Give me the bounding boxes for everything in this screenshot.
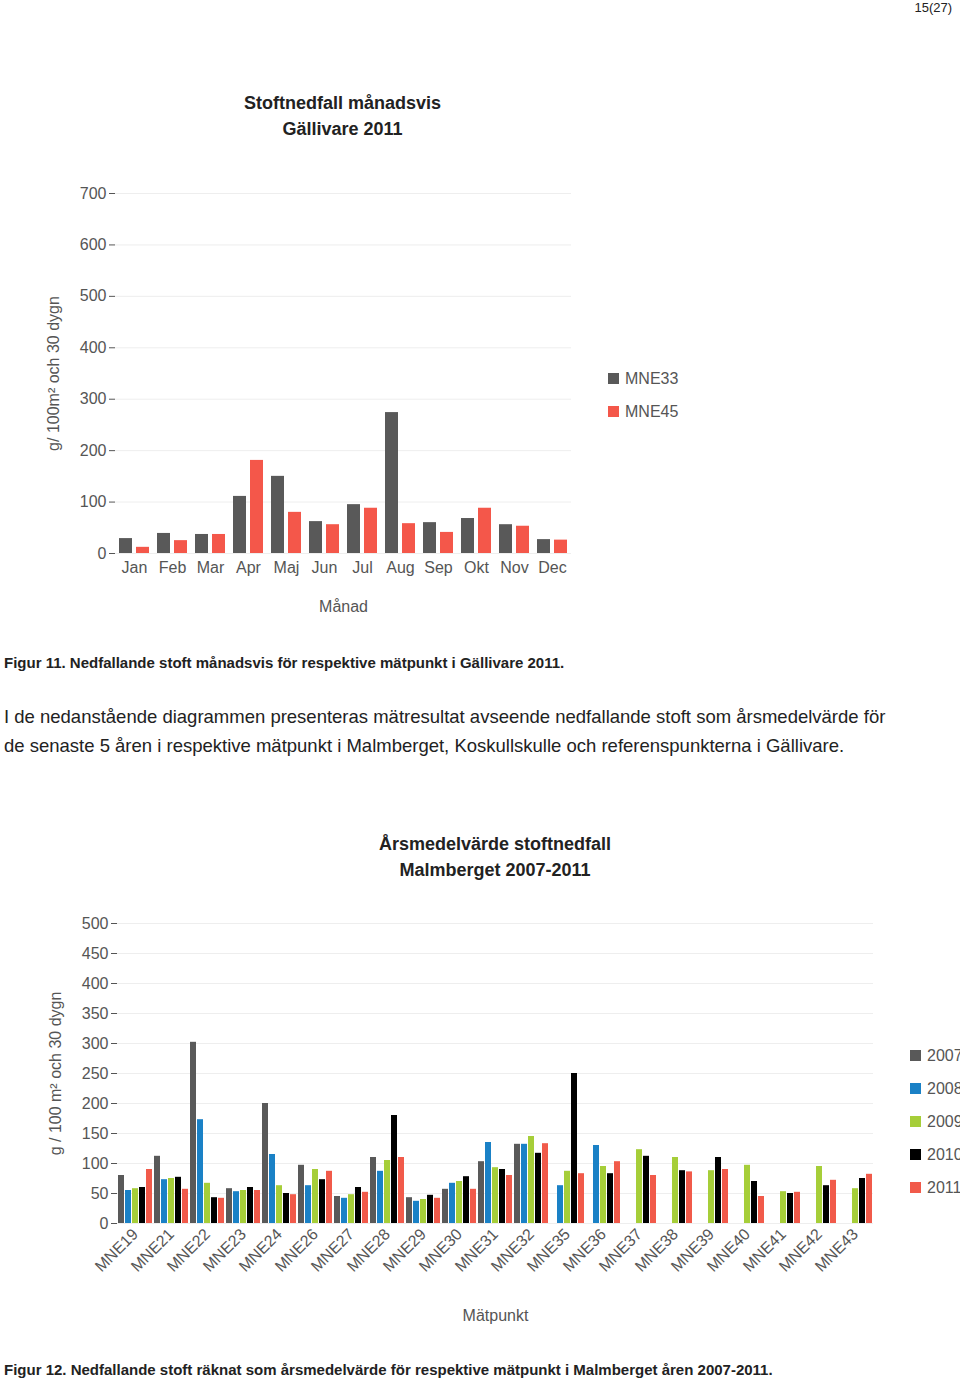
svg-text:MNE23: MNE23 — [199, 1225, 250, 1275]
svg-text:MNE41: MNE41 — [739, 1225, 790, 1275]
svg-text:MNE28: MNE28 — [343, 1225, 394, 1275]
svg-text:MNE31: MNE31 — [451, 1225, 502, 1275]
html-text:Gällivare 2011: Gällivare 2011 — [282, 119, 403, 139]
svg-text:300: 300 — [82, 1035, 109, 1052]
svg-text:Dec: Dec — [538, 559, 566, 576]
svg-text:MNE26: MNE26 — [271, 1225, 322, 1275]
svg-text:MNE36: MNE36 — [559, 1225, 610, 1275]
svg-text:MNE29: MNE29 — [379, 1225, 430, 1275]
svg-text:450: 450 — [82, 945, 109, 962]
svg-text:MNE39: MNE39 — [667, 1225, 718, 1275]
svg-text:400: 400 — [82, 975, 109, 992]
html-text:MNE45: MNE45 — [625, 402, 679, 420]
html-text:Årsmedelvärde stoftnedfall: Årsmedelvärde stoftnedfall — [379, 834, 611, 854]
html-text:I de nedanstående diagrammen p: I de nedanstående diagrammen presenteras… — [4, 706, 886, 756]
svg-text:100: 100 — [82, 1155, 109, 1172]
html-text:Stoftnedfall månadsvis: Stoftnedfall månadsvis — [244, 93, 441, 113]
svg-text:400: 400 — [80, 339, 107, 356]
svg-text:150: 150 — [82, 1125, 109, 1142]
html-text:Figur 12. Nedfallande stoft rä: Figur 12. Nedfallande stoft räknat som å… — [4, 1361, 773, 1378]
svg-text:500: 500 — [82, 915, 109, 932]
svg-text:200: 200 — [82, 1095, 109, 1112]
svg-text:MNE35: MNE35 — [523, 1225, 574, 1275]
svg-text:500: 500 — [80, 287, 107, 304]
svg-text:50: 50 — [91, 1185, 109, 1202]
svg-text:g/ 100m² och 30 dygn: g/ 100m² och 30 dygn — [45, 296, 62, 451]
svg-text:350: 350 — [82, 1005, 109, 1022]
svg-text:Jun: Jun — [312, 559, 338, 576]
svg-text:Feb: Feb — [159, 559, 187, 576]
svg-text:MNE27: MNE27 — [307, 1225, 358, 1275]
svg-text:MNE43: MNE43 — [811, 1225, 861, 1275]
svg-text:MNE24: MNE24 — [235, 1225, 286, 1275]
svg-text:600: 600 — [80, 236, 107, 253]
svg-text:Månad: Månad — [319, 598, 368, 615]
svg-text:Mar: Mar — [197, 559, 225, 576]
svg-text:MNE22: MNE22 — [163, 1225, 214, 1275]
html-text:15(27): 15(27) — [914, 0, 952, 15]
html-text:MNE33: MNE33 — [625, 369, 679, 387]
svg-text:Apr: Apr — [236, 559, 262, 576]
svg-text:0: 0 — [100, 1215, 109, 1232]
svg-text:250: 250 — [82, 1065, 109, 1082]
svg-text:MNE38: MNE38 — [631, 1225, 682, 1275]
svg-text:g / 100 m² och 30 dygn: g / 100 m² och 30 dygn — [47, 992, 64, 1156]
svg-text:100: 100 — [80, 493, 107, 510]
svg-text:MNE19: MNE19 — [91, 1225, 142, 1275]
svg-text:Aug: Aug — [386, 559, 414, 576]
svg-text:Sep: Sep — [424, 559, 453, 576]
svg-text:0: 0 — [98, 545, 107, 562]
svg-text:Jul: Jul — [352, 559, 372, 576]
svg-text:Nov: Nov — [500, 559, 528, 576]
svg-text:MNE30: MNE30 — [415, 1225, 466, 1275]
html-text:Figur 11. Nedfallande stoft må: Figur 11. Nedfallande stoft månadsvis fö… — [4, 654, 565, 671]
svg-text:Okt: Okt — [464, 559, 489, 576]
svg-text:MNE21: MNE21 — [127, 1225, 178, 1275]
svg-text:MNE32: MNE32 — [487, 1225, 538, 1275]
svg-text:MNE37: MNE37 — [595, 1225, 646, 1275]
svg-text:300: 300 — [80, 390, 107, 407]
svg-text:Jan: Jan — [122, 559, 148, 576]
svg-text:MNE40: MNE40 — [703, 1225, 754, 1275]
svg-text:700: 700 — [80, 185, 107, 202]
svg-text:Maj: Maj — [274, 559, 300, 576]
svg-text:Mätpunkt: Mätpunkt — [463, 1307, 529, 1324]
html-text:Malmberget 2007-2011: Malmberget 2007-2011 — [399, 860, 591, 880]
svg-text:MNE42: MNE42 — [775, 1225, 826, 1275]
svg-text:200: 200 — [80, 442, 107, 459]
